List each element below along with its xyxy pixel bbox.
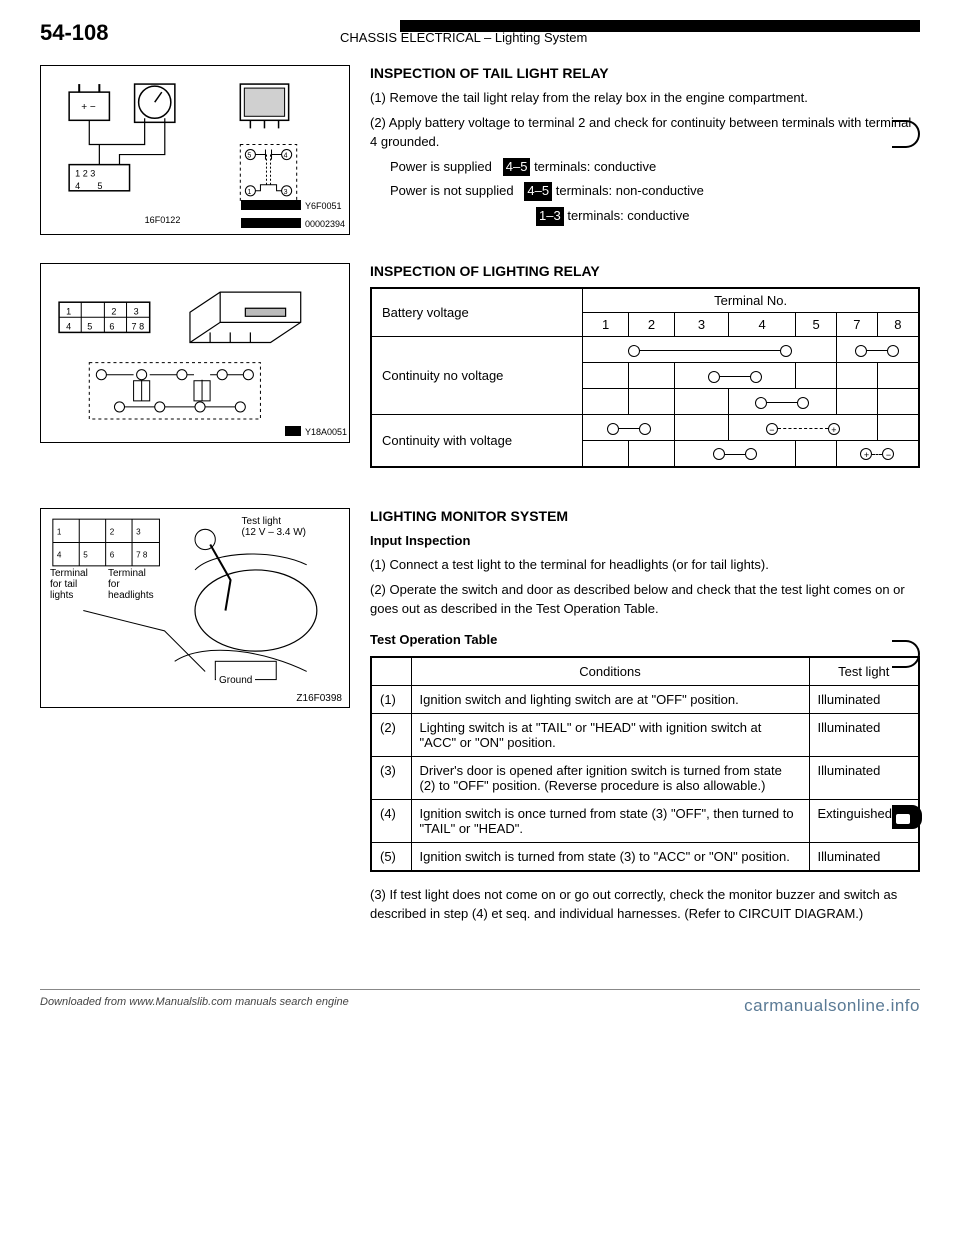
diagram1-ref1: 16F0122 (145, 215, 181, 225)
row-tail-light-relay: + − 1 2 3 4 (40, 65, 920, 243)
svg-text:6: 6 (110, 550, 115, 559)
monitor-sub1: Input Inspection (370, 532, 920, 551)
svg-text:2: 2 (110, 527, 115, 536)
footer-left: Downloaded from www.Manualslib.com manua… (40, 996, 349, 1016)
photo-box: 1 2 3 4 5 6 7 8 Test light (12 V – 3.4 W) (40, 508, 350, 708)
svg-text:5: 5 (87, 321, 92, 331)
photo-ground: Ground (216, 674, 255, 687)
svg-text:3: 3 (136, 527, 141, 536)
ct-h2: Conditions (411, 657, 809, 686)
svg-text:4: 4 (284, 153, 288, 160)
side-arc-mid (892, 640, 920, 668)
page-container: 54-108 CHASSIS ELECTRICAL – Lighting Sys… (0, 0, 960, 969)
tt-row2-label: Continuity with voltage (371, 415, 583, 467)
page-title: CHASSIS ELECTRICAL – Lighting System (340, 30, 920, 45)
top-black-bar (400, 20, 920, 32)
terminal-table: Battery voltage Terminal No. 1 2 3 4 5 7… (370, 287, 920, 468)
monitor-sub2: Test Operation Table (370, 631, 920, 650)
diagram2-ref: Y18A0051 (305, 427, 347, 437)
photo-test-light-label: Test light (12 V – 3.4 W) (239, 515, 309, 539)
tail-relay-title: INSPECTION OF TAIL LIGHT RELAY (370, 65, 920, 81)
side-arc-top (892, 120, 920, 148)
tt-row1-label: Continuity no voltage (371, 337, 583, 415)
tail-relay-p1: (1) Remove the tail light relay from the… (370, 89, 920, 108)
photo-terminal-tail: Terminal for tail lights (47, 567, 102, 602)
svg-text:7 8: 7 8 (132, 321, 145, 331)
tt-head-left: Battery voltage (371, 288, 583, 337)
section-tail-relay: INSPECTION OF TAIL LIGHT RELAY (1) Remov… (370, 65, 920, 243)
monitor-text: LIGHTING MONITOR SYSTEM Input Inspection… (370, 508, 920, 930)
svg-text:3: 3 (284, 189, 288, 196)
svg-text:5: 5 (247, 153, 251, 160)
ct-h1 (371, 657, 411, 686)
tail-relay-terminals: Power is supplied 4–5 terminals: conduct… (390, 158, 920, 227)
table-row: (2) Lighting switch is at "TAIL" or "HEA… (371, 713, 919, 756)
table-row: (1) Ignition switch and lighting switch … (371, 685, 919, 713)
side-mark-bottom (892, 805, 922, 829)
svg-text:6: 6 (109, 321, 114, 331)
footer: Downloaded from www.Manualslib.com manua… (0, 990, 960, 1022)
svg-text:+ −: + − (81, 102, 96, 113)
lighting-relay-svg: 1 2 3 4 5 6 7 8 (49, 272, 341, 433)
monitor-p1: (1) Connect a test light to the terminal… (370, 556, 920, 575)
diagram-lighting-relay: 1 2 3 4 5 6 7 8 (40, 263, 350, 468)
photo-ref: Z16F0398 (293, 692, 345, 705)
section-monitor: 1 2 3 4 5 6 7 8 Test light (12 V – 3.4 W) (40, 508, 920, 930)
monitor-p3: (3) If test light does not come on or go… (370, 886, 920, 924)
svg-text:1 2 3: 1 2 3 (75, 169, 95, 179)
diagram-tail-relay: + − 1 2 3 4 (40, 65, 350, 243)
svg-text:1: 1 (247, 189, 251, 196)
svg-text:2: 2 (111, 306, 116, 316)
footer-right: carmanualsonline.info (744, 996, 920, 1016)
monitor-p2: (2) Operate the switch and door as descr… (370, 581, 920, 619)
row-lighting-relay: 1 2 3 4 5 6 7 8 (40, 263, 920, 468)
svg-text:3: 3 (134, 306, 139, 316)
svg-text:1: 1 (57, 527, 62, 536)
svg-text:4: 4 (66, 321, 71, 331)
table-row: (5) Ignition switch is turned from state… (371, 842, 919, 871)
diagram1-ref2: Y6F0051 (305, 201, 342, 211)
svg-text:5: 5 (97, 181, 102, 191)
svg-text:4: 4 (75, 181, 80, 191)
lighting-relay-title: INSPECTION OF LIGHTING RELAY (370, 263, 920, 279)
monitor-title: LIGHTING MONITOR SYSTEM (370, 508, 920, 524)
photo-monitor: 1 2 3 4 5 6 7 8 Test light (12 V – 3.4 W) (40, 508, 350, 930)
svg-text:7 8: 7 8 (136, 550, 148, 559)
section-lighting-relay: INSPECTION OF LIGHTING RELAY Battery vol… (370, 263, 920, 468)
svg-text:5: 5 (83, 550, 88, 559)
table-row: (4) Ignition switch is once turned from … (371, 799, 919, 842)
table-row: (3) Driver's door is opened after igniti… (371, 756, 919, 799)
tail-relay-p2: (2) Apply battery voltage to terminal 2 … (370, 114, 920, 152)
diagram1-ref3: 00002394 (305, 219, 345, 229)
conditions-table: Conditions Test light (1) Ignition switc… (370, 656, 920, 872)
svg-text:1: 1 (66, 306, 71, 316)
photo-terminal-head: Terminal for headlights (105, 567, 160, 602)
svg-text:4: 4 (57, 550, 62, 559)
tt-head-right: Terminal No. (583, 288, 919, 313)
